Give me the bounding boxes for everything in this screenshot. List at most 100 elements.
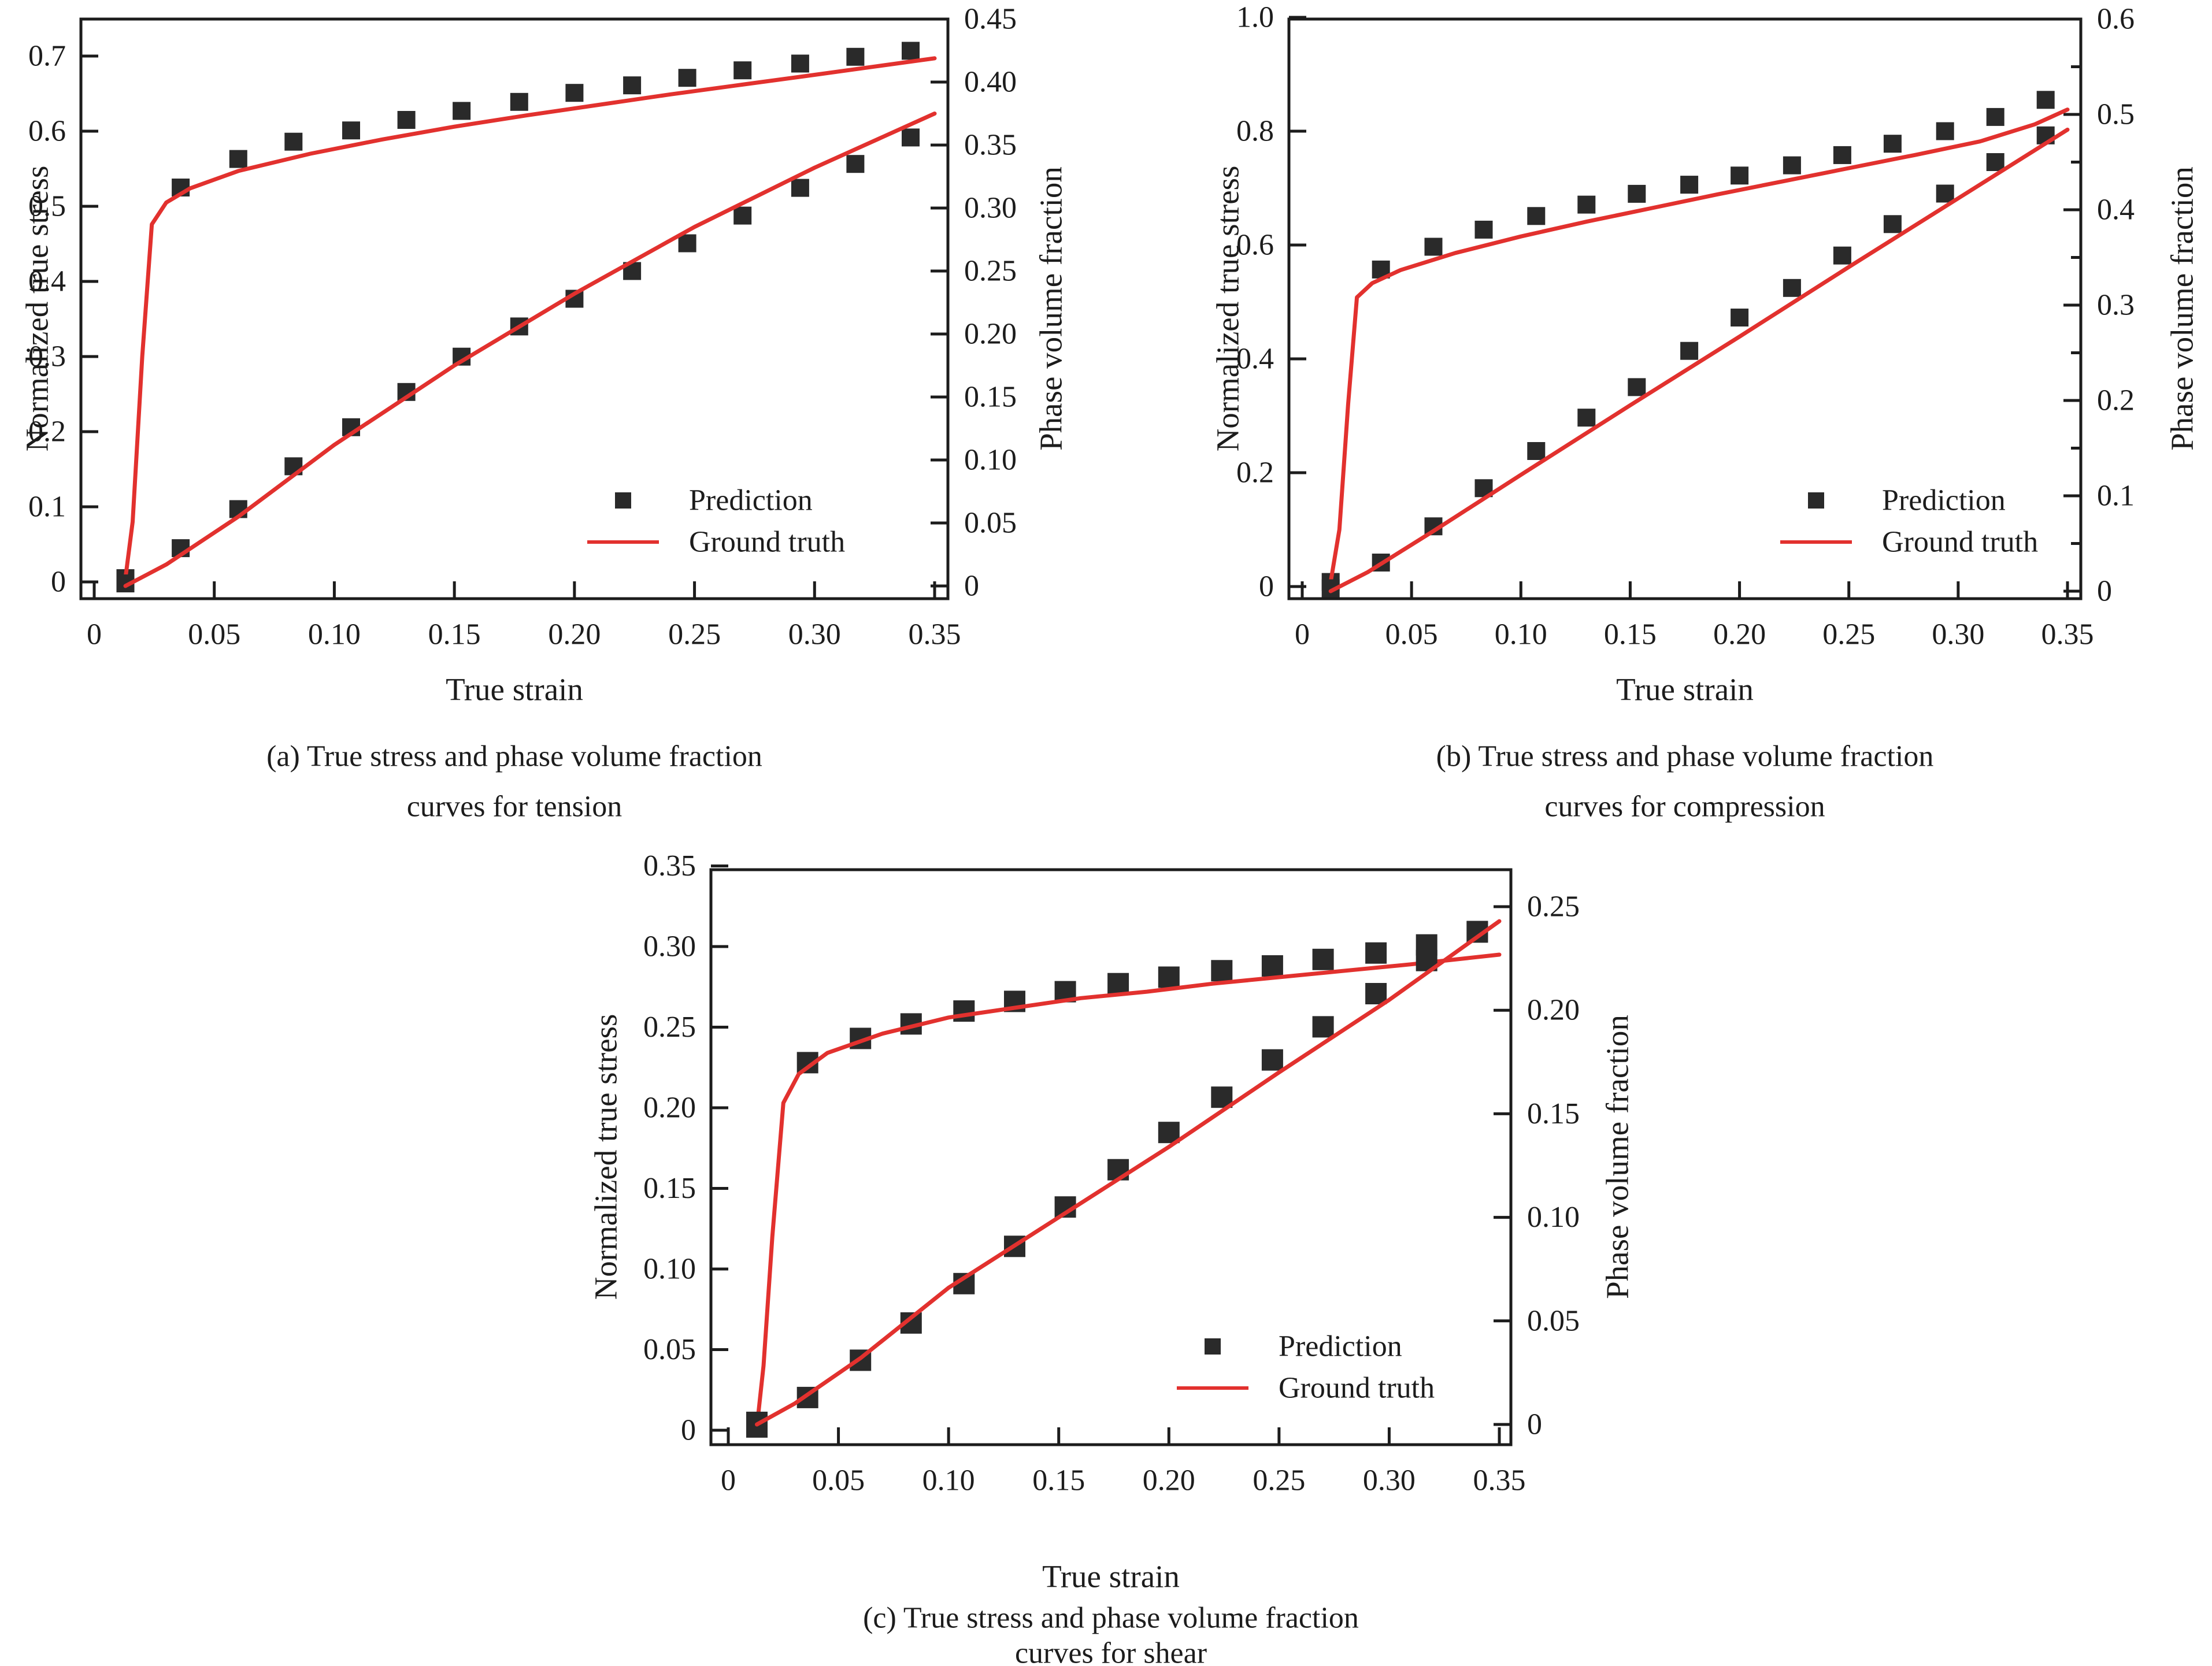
x-tick-label: 0.10 bbox=[308, 618, 361, 651]
right-tick-label: 0.45 bbox=[964, 3, 1017, 36]
left-axis-title: Normalized true stress bbox=[588, 1014, 624, 1300]
prediction-point bbox=[1783, 156, 1801, 175]
left-tick-label: 0.7 bbox=[28, 40, 66, 73]
right-tick-label: 0.3 bbox=[2097, 289, 2135, 322]
x-tick-label: 0 bbox=[87, 618, 102, 651]
prediction-point bbox=[342, 121, 360, 140]
legend-ground-truth-label: Ground truth bbox=[1882, 526, 2038, 559]
left-tick-label: 0 bbox=[681, 1414, 696, 1447]
x-tick-label: 0.20 bbox=[1713, 618, 1766, 651]
left-tick-label: 0.4 bbox=[1236, 343, 1274, 376]
x-tick-label: 0.25 bbox=[1822, 618, 1875, 651]
chart-b: 0 0.05 0.10 0.15 0.20 0.25 0.30 0.3500.20.40.60… bbox=[1210, 1, 2200, 823]
prediction-point bbox=[565, 84, 584, 102]
prediction-point bbox=[846, 47, 865, 66]
x-tick-label: 0.10 bbox=[922, 1464, 975, 1497]
prediction-point bbox=[902, 42, 920, 60]
prediction-point bbox=[2036, 91, 2055, 109]
right-tick-label: 0.10 bbox=[964, 444, 1017, 477]
x-tick-label: 0.35 bbox=[909, 618, 961, 651]
prediction-point bbox=[1365, 942, 1387, 964]
prediction-point bbox=[623, 76, 642, 95]
prediction-point bbox=[453, 102, 471, 120]
right-tick-label: 0.35 bbox=[964, 129, 1017, 162]
prediction-point bbox=[678, 69, 696, 87]
chart-c: 0 0.05 0.10 0.15 0.20 0.25 0.30 0.3500.050.100.… bbox=[588, 849, 1635, 1666]
legend-prediction-label: Prediction bbox=[1882, 484, 2006, 517]
x-tick-label: 0.30 bbox=[788, 618, 841, 651]
legend-ground-truth-label: Ground truth bbox=[689, 526, 845, 559]
prediction-point bbox=[1474, 220, 1493, 239]
ground-truth-line-right bbox=[755, 919, 1502, 1427]
right-tick-label: 0.1 bbox=[2097, 480, 2135, 513]
right-tick-label: 0 bbox=[2097, 575, 2112, 608]
prediction-point bbox=[1527, 207, 1546, 225]
x-tick-label: 0.20 bbox=[1143, 1464, 1195, 1497]
x-tick-label: 0.15 bbox=[1604, 618, 1657, 651]
prediction-point bbox=[1883, 135, 1902, 153]
ground-truth-line-left bbox=[123, 56, 937, 580]
left-axis-title: Normalized true stress bbox=[20, 166, 55, 452]
prediction-point bbox=[1680, 342, 1699, 360]
prediction-point bbox=[1986, 153, 2004, 171]
left-tick-label: 0.25 bbox=[643, 1011, 696, 1044]
x-axis-title: True strain bbox=[1616, 672, 1754, 707]
left-tick-label: 1.0 bbox=[1236, 1, 1274, 34]
ground-truth-line-right bbox=[123, 112, 937, 588]
right-tick-label: 0.15 bbox=[1527, 1097, 1580, 1130]
right-axis-title: Phase volume fraction bbox=[1600, 1015, 1635, 1299]
x-tick-label: 0.25 bbox=[668, 618, 721, 651]
left-tick-label: 0.20 bbox=[643, 1092, 696, 1125]
chart-caption-line1: (a) True stress and phase volume fractio… bbox=[266, 740, 762, 773]
x-tick-label: 0.35 bbox=[1473, 1464, 1526, 1497]
prediction-point bbox=[1312, 1016, 1334, 1038]
right-tick-label: 0.6 bbox=[2097, 3, 2135, 36]
right-tick-label: 0.2 bbox=[2097, 384, 2135, 417]
x-tick-label: 0 bbox=[721, 1464, 736, 1497]
prediction-point bbox=[1833, 246, 1851, 265]
left-tick-label: 0.6 bbox=[28, 115, 66, 148]
x-tick-label: 0.05 bbox=[188, 618, 240, 651]
chart-caption-line1: (c) True stress and phase volume fractio… bbox=[863, 1602, 1359, 1635]
left-tick-label: 0.30 bbox=[643, 930, 696, 963]
chart-caption-line2: curves for tension bbox=[407, 791, 623, 823]
prediction-point bbox=[229, 150, 247, 168]
legend-prediction-label: Prediction bbox=[689, 484, 813, 517]
x-tick-label: 0.10 bbox=[1495, 618, 1547, 651]
legend-prediction-marker bbox=[1808, 492, 1824, 509]
x-tick-label: 0.15 bbox=[428, 618, 481, 651]
legend-ground-truth-label: Ground truth bbox=[1279, 1372, 1435, 1405]
prediction-point bbox=[733, 61, 752, 80]
legend: Prediction Ground truth bbox=[1780, 484, 2038, 559]
chart-caption-line2: curves for shear bbox=[1015, 1637, 1207, 1666]
prediction-point bbox=[1365, 983, 1387, 1004]
plot-frame bbox=[79, 17, 950, 600]
right-tick-label: 0.05 bbox=[964, 507, 1017, 540]
chart-a: 0 0.05 0.10 0.15 0.20 0.25 0.30 0.3500.10.20.30… bbox=[20, 3, 1069, 823]
x-axis-title: True strain bbox=[1042, 1559, 1180, 1594]
left-tick-label: 0.4 bbox=[28, 265, 66, 298]
legend-prediction-marker bbox=[615, 492, 631, 509]
prediction-point bbox=[1680, 176, 1699, 194]
left-tick-label: 0.3 bbox=[28, 340, 66, 373]
x-tick-label: 0.25 bbox=[1253, 1464, 1305, 1497]
prediction-point bbox=[1833, 146, 1851, 164]
left-tick-label: 0.15 bbox=[643, 1172, 696, 1205]
legend: Prediction Ground truth bbox=[1177, 1330, 1435, 1405]
prediction-point bbox=[397, 111, 416, 129]
left-axis-title: Normalized true stress bbox=[1210, 166, 1246, 452]
right-tick-label: 0.4 bbox=[2097, 194, 2135, 227]
prediction-point bbox=[1731, 309, 1749, 326]
x-tick-label: 0.20 bbox=[548, 618, 601, 651]
prediction-point bbox=[1424, 238, 1443, 256]
prediction-point bbox=[791, 179, 809, 197]
x-tick-label: 0 bbox=[1295, 618, 1310, 651]
prediction-point bbox=[1783, 279, 1801, 297]
plot-frame bbox=[709, 868, 1513, 1446]
prediction-point bbox=[1577, 195, 1596, 214]
right-tick-label: 0.25 bbox=[1527, 890, 1580, 923]
ground-truth-line-right bbox=[1328, 127, 2070, 593]
prediction-point bbox=[1936, 122, 1954, 140]
x-tick-label: 0.05 bbox=[812, 1464, 865, 1497]
right-tick-label: 0.20 bbox=[1527, 994, 1580, 1027]
